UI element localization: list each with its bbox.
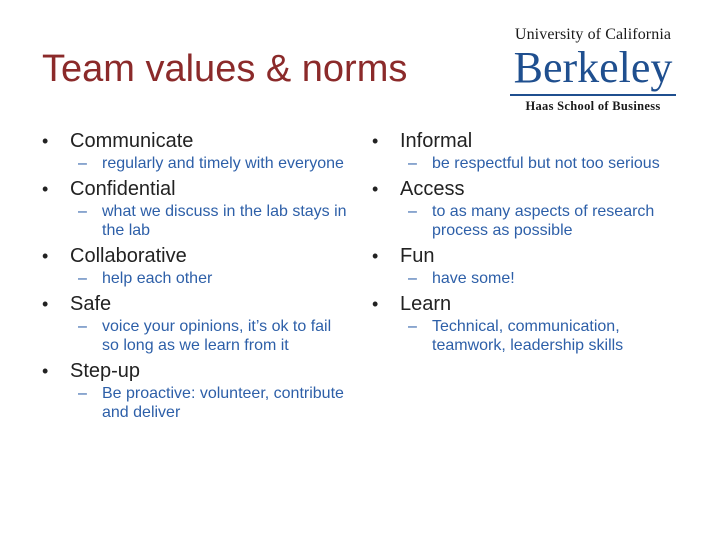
bullet-icon: •	[42, 179, 49, 199]
berkeley-haas-logo: University of California Berkeley Haas S…	[508, 26, 678, 114]
item-heading: Fun	[400, 245, 435, 267]
item-detail: Be proactive: volunteer, contribute and …	[102, 385, 344, 421]
list-item: • Learn – Technical, communication, teamwo…	[372, 291, 682, 355]
item-heading: Communicate	[70, 130, 194, 152]
item-heading: Confidential	[70, 178, 176, 200]
dash-icon: –	[78, 385, 87, 402]
list-item: • Informal – be respectful but not too ser…	[372, 128, 682, 173]
item-heading: Informal	[400, 130, 473, 152]
dash-icon: –	[78, 155, 87, 172]
item-heading: Learn	[400, 293, 452, 315]
dash-icon: –	[408, 203, 417, 220]
dash-icon: –	[408, 318, 417, 335]
item-detail: what we discuss in the lab stays in the …	[102, 203, 347, 239]
item-detail: voice your opinions, it’s ok to fail so …	[102, 318, 332, 354]
bullet-icon: •	[42, 361, 49, 381]
list-item: • Safe – voice your opinions, it’s ok to f…	[42, 291, 352, 355]
bullet-icon: •	[42, 294, 49, 314]
bullet-icon: •	[372, 131, 379, 151]
logo-school-text: Haas School of Business	[525, 99, 661, 113]
left-column: • Communicate – regularly and timely with …	[42, 128, 352, 425]
dash-icon: –	[78, 270, 87, 287]
logo-university-text: University of California	[514, 26, 672, 43]
item-detail: be respectful but not too serious	[432, 155, 660, 172]
right-column: • Informal – be respectful but not too ser…	[372, 128, 682, 358]
dash-icon: –	[78, 318, 87, 335]
logo-berkeley-text: Berkeley	[513, 43, 673, 92]
bullet-icon: •	[372, 246, 379, 266]
dash-icon: –	[408, 155, 417, 172]
item-heading: Collaborative	[70, 245, 187, 267]
item-detail: Technical, communication, teamwork, lead…	[432, 318, 624, 354]
item-heading: Step-up	[70, 360, 141, 382]
logo-divider	[510, 94, 676, 96]
item-detail: to as many aspects of research process a…	[432, 203, 655, 239]
item-heading: Safe	[70, 293, 112, 315]
list-item: • Step-up – Be proactive: volunteer, contr…	[42, 358, 352, 422]
list-item: • Collaborative – help each other	[42, 243, 352, 288]
item-detail: regularly and timely with everyone	[102, 155, 344, 172]
slide-title: Team values & norms	[42, 48, 408, 90]
list-item: • Fun – have some!	[372, 243, 682, 288]
list-item: • Communicate – regularly and timely with …	[42, 128, 352, 173]
bullet-icon: •	[42, 131, 49, 151]
item-detail: have some!	[432, 270, 515, 287]
bullet-icon: •	[42, 246, 49, 266]
list-item: • Confidential – what we discuss in the la…	[42, 176, 352, 240]
list-item: • Access – to as many aspects of research …	[372, 176, 682, 240]
item-heading: Access	[400, 178, 465, 200]
dash-icon: –	[408, 270, 417, 287]
bullet-icon: •	[372, 179, 379, 199]
bullet-icon: •	[372, 294, 379, 314]
dash-icon: –	[78, 203, 87, 220]
item-detail: help each other	[102, 270, 213, 287]
